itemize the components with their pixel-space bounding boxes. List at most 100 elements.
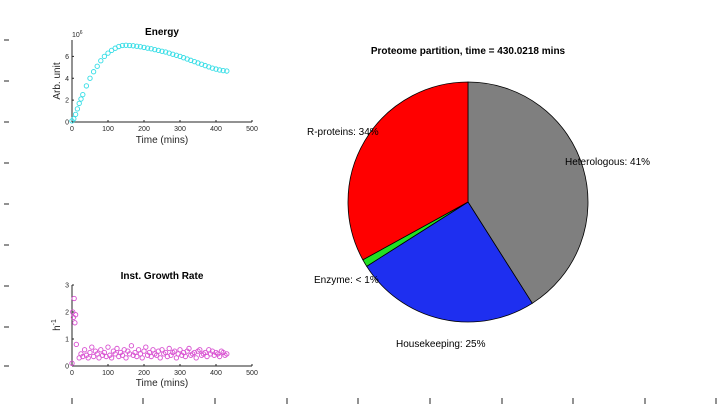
energy-point [134, 43, 140, 49]
growth-subplot: Inst. Growth Rate 0 100 200 300 400 500 0 1 2 3 T… [51, 271, 258, 389]
energy-point [94, 63, 100, 69]
energy-ytick-label: 4 [65, 76, 69, 83]
growth-point [204, 353, 210, 360]
pie-slice-rproteins [347, 81, 469, 261]
growth-ylabel: h-1 [51, 319, 63, 331]
growth-point [143, 344, 149, 350]
growth-point [90, 353, 97, 360]
energy-point [141, 44, 147, 51]
pie-label-enzyme: Enzyme: < 1% [314, 275, 379, 286]
growth-point [123, 355, 129, 361]
pie-title: Proteome partition, time = 430.0218 mins [371, 46, 566, 57]
growth-point [186, 345, 192, 352]
energy-ticks: 0 100 200 300 400 500 0 2 4 6 [65, 54, 258, 133]
energy-point [87, 75, 93, 81]
pie-slices [347, 81, 589, 323]
energy-xtick-label: 200 [138, 126, 150, 133]
growth-xtick-label: 200 [138, 370, 150, 377]
growth-point [134, 353, 140, 360]
growth-xtick-label: 300 [174, 370, 186, 377]
energy-point [216, 67, 223, 73]
growth-point [224, 351, 230, 357]
energy-exponent-power: 6 [80, 30, 83, 36]
energy-exponent-base: 10 [72, 32, 80, 39]
growth-point [114, 345, 120, 352]
energy-point [206, 64, 212, 70]
growth-point [71, 295, 77, 302]
energy-xtick-label: 400 [210, 126, 222, 133]
energy-ylabel: Arb. unit [52, 62, 63, 99]
growth-title: Inst. Growth Rate [121, 271, 204, 282]
energy-point [78, 96, 84, 102]
energy-ytick-label: 2 [65, 98, 69, 105]
energy-point [116, 43, 122, 50]
growth-point [72, 320, 78, 326]
energy-point [83, 83, 90, 89]
pie-label-heterologous: Heterologous: 41% [565, 157, 650, 168]
energy-point [76, 100, 82, 107]
growth-point [73, 341, 79, 348]
growth-ylabel-unit: h [52, 325, 63, 331]
growth-xtick-label: 100 [102, 370, 114, 377]
energy-point [152, 46, 158, 53]
energy-point [101, 53, 108, 60]
energy-point [213, 66, 219, 72]
energy-point [170, 51, 176, 57]
growth-point [69, 360, 75, 366]
growth-point [197, 347, 203, 353]
energy-point [166, 50, 172, 56]
energy-point [130, 43, 136, 49]
energy-point [119, 42, 126, 49]
growth-point [85, 355, 91, 361]
growth-point [128, 343, 135, 349]
energy-point [74, 106, 81, 112]
energy-point [137, 44, 144, 50]
growth-ytick-label: 1 [65, 337, 69, 344]
energy-point [123, 42, 129, 48]
energy-point [159, 48, 165, 54]
proteome-pie: Proteome partition, time = 430.0218 mins… [307, 46, 650, 350]
energy-point [155, 47, 162, 54]
growth-point [108, 355, 115, 361]
growth-ytick-label: 2 [65, 310, 69, 317]
growth-points [69, 295, 230, 366]
growth-xtick-label: 500 [246, 370, 258, 377]
growth-point [105, 344, 111, 350]
energy-point [148, 46, 154, 52]
energy-points [69, 42, 230, 124]
energy-xtick-label: 0 [70, 126, 74, 133]
growth-point [157, 355, 163, 361]
energy-point [126, 42, 133, 49]
pie-slice-housekeeping [366, 201, 533, 323]
energy-point [144, 45, 151, 51]
energy-title: Energy [145, 27, 179, 38]
growth-point [81, 347, 88, 353]
energy-xtick-label: 100 [102, 126, 114, 133]
energy-exponent: 106 [72, 30, 83, 39]
growth-point [112, 351, 118, 357]
energy-point [224, 68, 230, 74]
growth-point [216, 353, 223, 360]
growth-point [182, 353, 189, 360]
growth-ticks: 0 100 200 300 400 500 0 1 2 3 [65, 283, 258, 378]
growth-ytick-label: 0 [65, 364, 69, 371]
energy-point [209, 65, 216, 71]
energy-point [105, 50, 111, 56]
pie-label-housekeeping: Housekeeping: 25% [396, 339, 486, 350]
energy-xtick-label: 300 [174, 126, 186, 133]
energy-point [98, 58, 104, 64]
energy-point [173, 52, 180, 58]
growth-point [193, 355, 199, 361]
energy-point [220, 67, 226, 74]
growth-ytick-label: 3 [65, 283, 69, 290]
growth-point [72, 312, 79, 318]
growth-point [89, 344, 95, 350]
growth-point [70, 309, 76, 315]
energy-ytick-label: 6 [65, 54, 69, 61]
energy-xlabel: Time (mins) [136, 135, 188, 146]
growth-xtick-label: 0 [70, 370, 74, 377]
energy-point [80, 92, 86, 98]
growth-point [177, 347, 183, 353]
